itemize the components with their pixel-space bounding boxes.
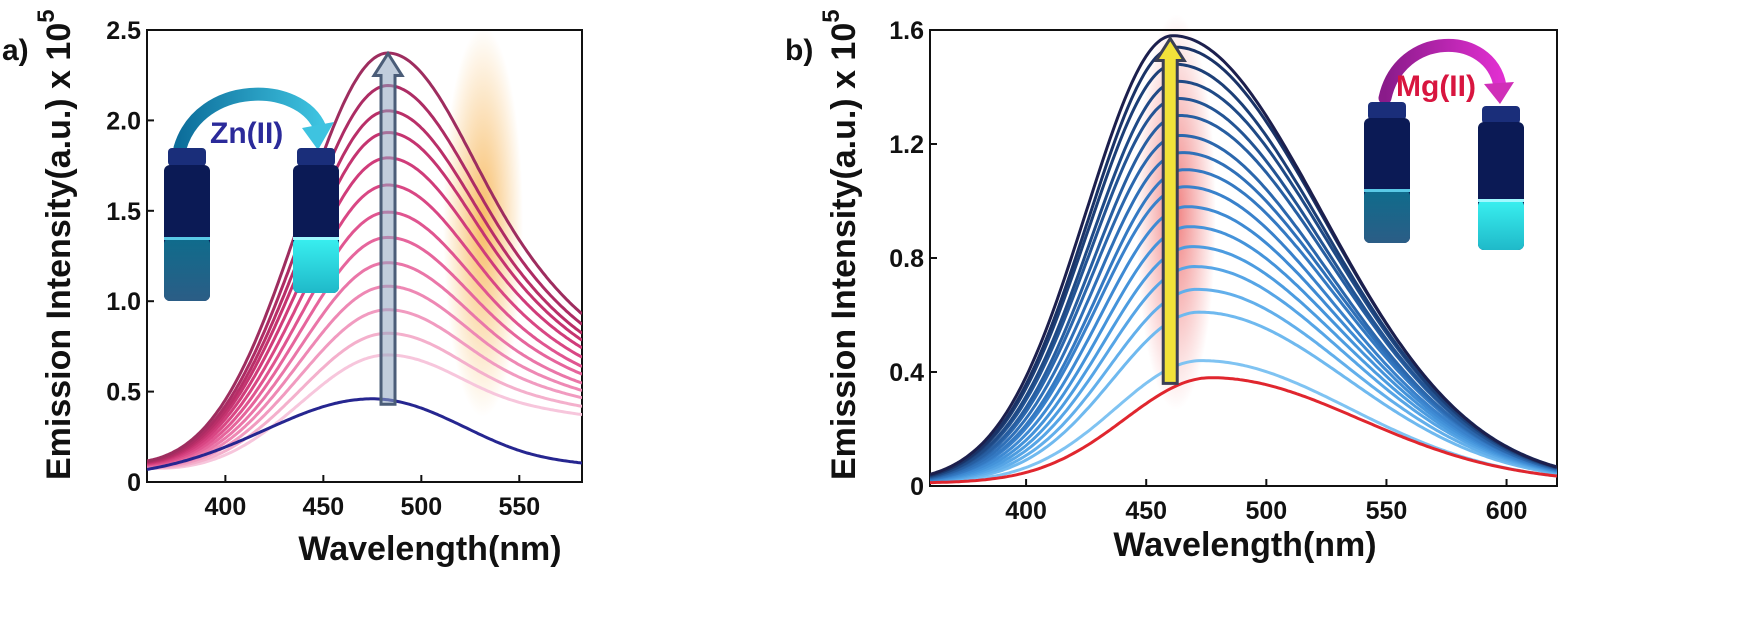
series-line-8 xyxy=(147,183,582,466)
x-axis-title-a: Wavelength(nm) xyxy=(298,530,561,568)
x-tick-label: 500 xyxy=(1245,497,1287,525)
series-line-9 xyxy=(147,156,582,465)
y-axis-title-b-exponent: 5 xyxy=(818,9,845,22)
x-axis-title-b: Wavelength(nm) xyxy=(1113,526,1376,564)
baseline-line xyxy=(930,376,1557,485)
series-line-3 xyxy=(930,287,1557,483)
y-tick-label: 2.0 xyxy=(106,107,141,135)
series-line-2 xyxy=(147,331,582,470)
plot-frame xyxy=(146,29,583,483)
vial-zn-after-liquid xyxy=(293,238,339,293)
series-line-6 xyxy=(930,225,1557,482)
series-line-10 xyxy=(147,131,582,465)
x-tick-label: 400 xyxy=(205,493,247,521)
y-tick-label: 0.8 xyxy=(889,245,924,273)
series-line-6 xyxy=(147,235,582,467)
zn-curved-arrow xyxy=(173,87,327,155)
y-axis-title-a: Emission Intensity(a.u.) x 105 xyxy=(33,9,78,480)
plot-b: 0 0.4 0.8 1.2 1.6 400 450 500 550 600 xyxy=(889,17,1558,525)
vial-mg-before-cap xyxy=(1368,102,1406,120)
series-line-8 xyxy=(930,185,1557,481)
y-tick-label: 1.6 xyxy=(889,17,924,45)
zn-arrow-head xyxy=(302,122,334,150)
x-tick-label: 550 xyxy=(498,493,540,521)
series-line-7 xyxy=(147,210,582,467)
x-tick-label: 600 xyxy=(1486,497,1528,525)
vial-zn-after-cap xyxy=(297,148,335,166)
x-tick-label: 450 xyxy=(1125,497,1167,525)
mg-arrow-head xyxy=(1484,82,1514,104)
series-line-5 xyxy=(147,261,582,468)
plot-a: 0 0.5 1.0 1.5 2.0 2.5 400 450 500 550 xyxy=(106,17,583,521)
x-tick-label: 500 xyxy=(400,493,442,521)
series-line-2 xyxy=(930,310,1557,484)
series-line-4 xyxy=(147,284,582,468)
mg-ion-label: Mg(II) xyxy=(1396,70,1476,103)
series-line-11 xyxy=(147,109,582,464)
series-line-1 xyxy=(147,353,582,470)
y-tick-label: 0 xyxy=(127,469,141,497)
series-line-12 xyxy=(147,83,582,464)
panel-a-label: a) xyxy=(2,34,29,67)
vial-mg-before-liquid xyxy=(1364,190,1410,243)
y-tick-label: 1.0 xyxy=(106,288,141,316)
vial-mg-before-meniscus xyxy=(1364,189,1410,192)
x-tick-label: 450 xyxy=(302,493,344,521)
series-line-11 xyxy=(930,134,1557,480)
series-line-15 xyxy=(930,62,1557,478)
panel-b-label: b) xyxy=(785,34,813,67)
series-line-13 xyxy=(147,51,582,463)
x-tick-label: 400 xyxy=(1005,497,1047,525)
series-line-7 xyxy=(930,205,1557,482)
zn-ion-label: Zn(II) xyxy=(210,117,283,150)
plot-lines xyxy=(930,34,1557,485)
plot-lines xyxy=(147,51,582,471)
series-line-13 xyxy=(930,96,1557,479)
inset-zn-vials: Zn(II) xyxy=(164,87,339,301)
vial-zn-before-cap xyxy=(168,148,206,166)
series-line-5 xyxy=(930,245,1557,483)
y-tick-label: 2.5 xyxy=(106,17,141,45)
intensity-increase-arrow xyxy=(371,50,405,406)
y-tick-label: 1.5 xyxy=(106,198,141,226)
y-tick-label: 0 xyxy=(910,473,924,501)
vial-zn-before-meniscus xyxy=(164,237,210,240)
vial-mg-after-cap xyxy=(1482,106,1520,124)
y-axis-title-b-text: Emission Intensity(a.u.) x 10 xyxy=(825,23,863,480)
x-tick-label: 550 xyxy=(1366,497,1408,525)
vial-mg-after-meniscus xyxy=(1478,199,1524,202)
y-tick-label: 0.4 xyxy=(889,359,924,387)
mg-curved-arrow xyxy=(1378,38,1507,105)
vial-zn-after-meniscus xyxy=(293,237,339,240)
y-axis-title-b: Emission Intensity(a.u.) x 105 xyxy=(818,9,863,480)
intensity-increase-arrow xyxy=(1153,35,1187,385)
series-line-17 xyxy=(930,34,1557,476)
vial-zn-before-liquid xyxy=(164,238,210,301)
baseline-line xyxy=(147,397,582,471)
y-tick-label: 1.2 xyxy=(889,131,924,159)
y-axis-title-a-text: Emission Intensity(a.u.) x 10 xyxy=(40,23,78,480)
inset-mg-vials: Mg(II) xyxy=(1364,38,1524,250)
series-line-4 xyxy=(930,264,1557,483)
arrow-glow-a xyxy=(443,27,523,417)
y-axis-title-a-exponent: 5 xyxy=(33,9,60,22)
y-tick-label: 0.5 xyxy=(106,379,141,407)
vial-mg-after-liquid xyxy=(1478,200,1524,250)
